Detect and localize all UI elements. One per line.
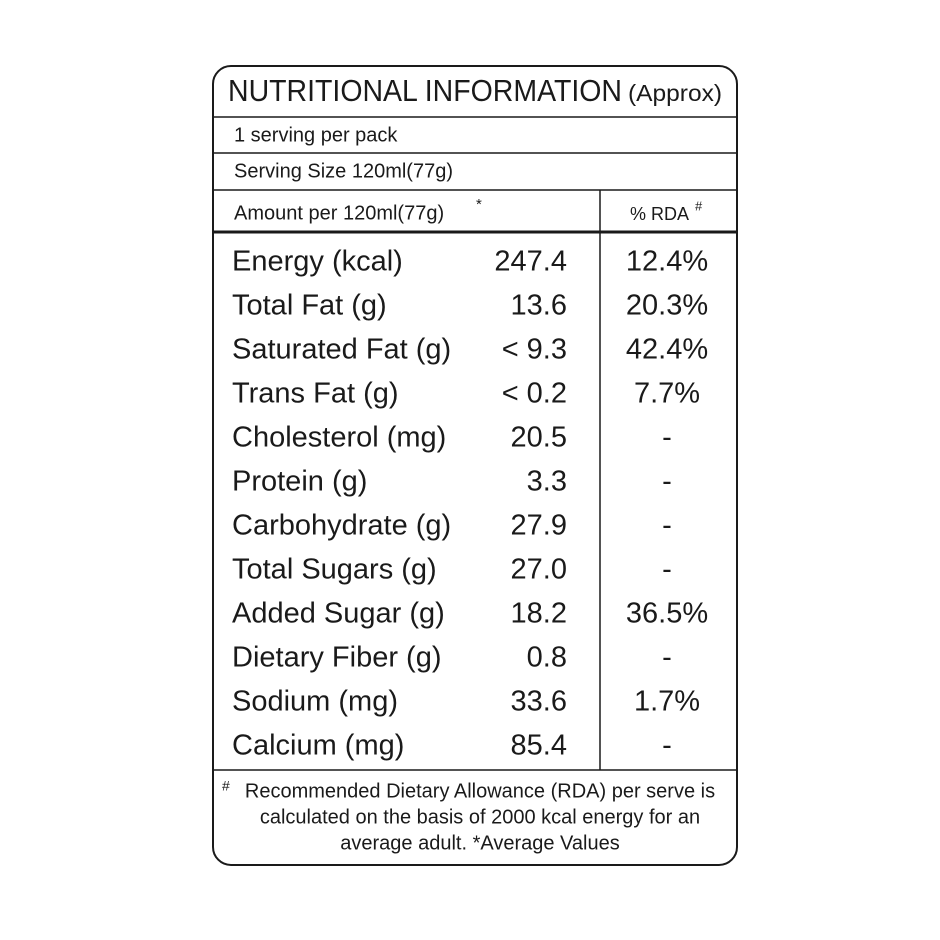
nutrient-amount: 3.3	[527, 466, 567, 498]
nutrient-rda: 12.4%	[626, 246, 708, 278]
serving-size: Serving Size 120ml(77g)	[234, 160, 453, 182]
servings: 1 serving per pack	[234, 124, 398, 146]
nutrient-rda: -	[662, 642, 672, 674]
footnote-mark: #	[222, 778, 230, 794]
rda-header: % RDA	[630, 204, 689, 224]
nutrient-amount: 85.4	[511, 730, 567, 762]
rda-mark: #	[695, 198, 703, 213]
nutrient-amount: < 0.2	[502, 378, 567, 410]
nutrient-rda: -	[662, 466, 672, 498]
nutrient-amount: 27.9	[511, 510, 567, 542]
title: NUTRITIONAL INFORMATION	[228, 73, 622, 108]
nutrient-rda: -	[662, 510, 672, 542]
nutrient-name: Total Fat (g)	[232, 290, 387, 322]
nutrient-name: Cholesterol (mg)	[232, 422, 446, 454]
nutrient-rda: 7.7%	[634, 378, 700, 410]
nutrient-rda: -	[662, 554, 672, 586]
nutrient-amount: 13.6	[511, 290, 567, 322]
nutrient-name: Total Sugars (g)	[232, 554, 437, 586]
nutrient-name: Saturated Fat (g)	[232, 334, 451, 366]
amount-mark: *	[476, 196, 482, 213]
nutrient-name: Carbohydrate (g)	[232, 510, 451, 542]
nutrient-name: Protein (g)	[232, 466, 367, 498]
nutrient-amount: 0.8	[527, 642, 567, 674]
label-border	[212, 65, 738, 866]
nutrient-name: Calcium (mg)	[232, 730, 404, 762]
nutrient-name: Added Sugar (g)	[232, 598, 445, 630]
nutrient-amount: 27.0	[511, 554, 567, 586]
footnote-line: Recommended Dietary Allowance (RDA) per …	[245, 780, 715, 802]
nutrient-rda: 42.4%	[626, 334, 708, 366]
footnote-line: calculated on the basis of 2000 kcal ene…	[260, 806, 700, 828]
title-note: (Approx)	[628, 80, 722, 106]
nutrient-name: Sodium (mg)	[232, 686, 398, 718]
nutrient-rda: -	[662, 422, 672, 454]
nutrient-name: Trans Fat (g)	[232, 378, 399, 410]
nutrient-amount: 247.4	[494, 246, 567, 278]
nutrient-rda: 20.3%	[626, 290, 708, 322]
nutrient-rda: 1.7%	[634, 686, 700, 718]
nutrient-rda: -	[662, 730, 672, 762]
footnote-line: average adult. *Average Values	[340, 832, 619, 854]
nutrient-rda: 36.5%	[626, 598, 708, 630]
nutrient-amount: 33.6	[511, 686, 567, 718]
amount-header: Amount per 120ml(77g)	[234, 202, 444, 224]
nutrient-amount: 18.2	[511, 598, 567, 630]
nutrient-name: Energy (kcal)	[232, 246, 403, 278]
nutrient-name: Dietary Fiber (g)	[232, 642, 442, 674]
nutrient-amount: 20.5	[511, 422, 567, 454]
nutrient-amount: < 9.3	[502, 334, 567, 366]
